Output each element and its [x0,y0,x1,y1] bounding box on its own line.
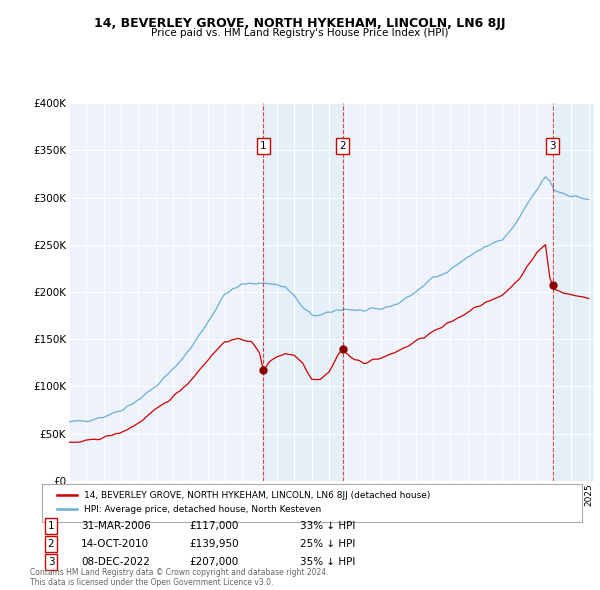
Text: 33% ↓ HPI: 33% ↓ HPI [300,522,355,531]
Text: 35% ↓ HPI: 35% ↓ HPI [300,557,355,566]
Text: 2: 2 [339,141,346,150]
Text: 1: 1 [47,522,55,531]
Legend: 14, BEVERLEY GROVE, NORTH HYKEHAM, LINCOLN, LN6 8JJ (detached house), HPI: Avera: 14, BEVERLEY GROVE, NORTH HYKEHAM, LINCO… [52,486,436,520]
Text: 14, BEVERLEY GROVE, NORTH HYKEHAM, LINCOLN, LN6 8JJ: 14, BEVERLEY GROVE, NORTH HYKEHAM, LINCO… [94,17,506,30]
Text: 3: 3 [550,141,556,150]
Text: Contains HM Land Registry data © Crown copyright and database right 2024.
This d: Contains HM Land Registry data © Crown c… [30,568,329,587]
Text: 14-OCT-2010: 14-OCT-2010 [81,539,149,549]
Text: £117,000: £117,000 [189,522,238,531]
Bar [553,103,594,481]
Text: 2: 2 [47,539,55,549]
Text: Price paid vs. HM Land Registry's House Price Index (HPI): Price paid vs. HM Land Registry's House … [151,28,449,38]
Bar [263,103,343,481]
Text: £139,950: £139,950 [189,539,239,549]
Text: 25% ↓ HPI: 25% ↓ HPI [300,539,355,549]
Text: 3: 3 [47,557,55,566]
Text: 1: 1 [260,141,266,150]
Text: 31-MAR-2006: 31-MAR-2006 [81,522,151,531]
Text: 08-DEC-2022: 08-DEC-2022 [81,557,150,566]
Text: £207,000: £207,000 [189,557,238,566]
